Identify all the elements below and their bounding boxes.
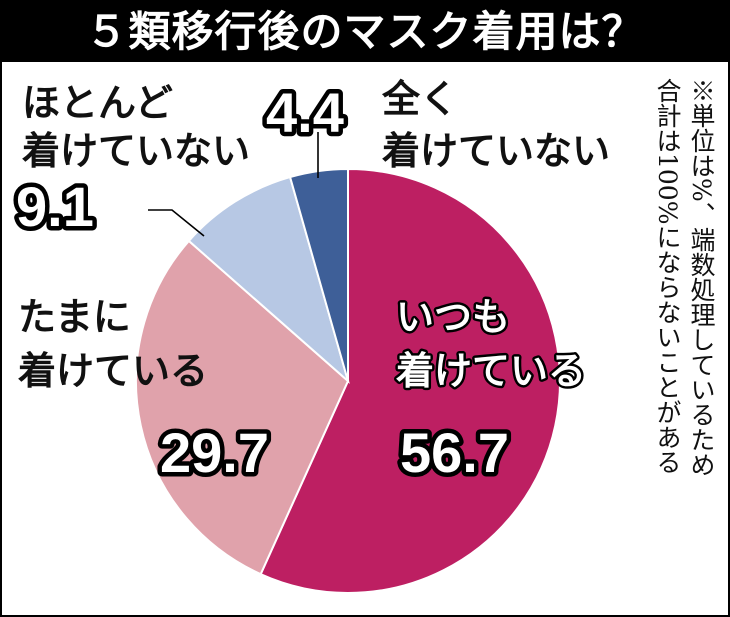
label-mostly-not-line: ほとんど	[22, 81, 173, 125]
label-never-line: 着けていない	[382, 129, 610, 173]
value-mostly-not: 9.1	[16, 175, 94, 238]
label-sometimes-line: たまに	[18, 295, 131, 339]
value-never: 4.4	[266, 81, 344, 144]
value-always: 56.7	[400, 421, 509, 484]
title-bar: ５類移行後のマスク着用は？	[2, 2, 728, 62]
leader-line-mostly-not	[148, 209, 205, 237]
unit-note-line: 合計は100%にならないことがある	[653, 78, 682, 475]
label-never-line: 全く	[381, 77, 458, 121]
label-always-line: 着けている	[396, 349, 586, 393]
slice-sometimes	[135, 239, 350, 576]
label-sometimes-line: 着けている	[18, 349, 208, 393]
slice-always	[259, 167, 561, 594]
label-mostly-not-line: 着けていない	[22, 129, 250, 173]
label-always-line: いつも	[396, 295, 510, 339]
unit-note-line: ※単位は%、端数処理しているため	[687, 78, 716, 477]
unit-note: ※単位は%、端数処理しているため 合計は100%にならないことがある	[650, 78, 718, 477]
chart-title: ５類移行後のマスク着用は？	[85, 7, 645, 56]
slice-mostly-not	[187, 175, 350, 384]
value-sometimes: 29.7	[160, 421, 269, 484]
